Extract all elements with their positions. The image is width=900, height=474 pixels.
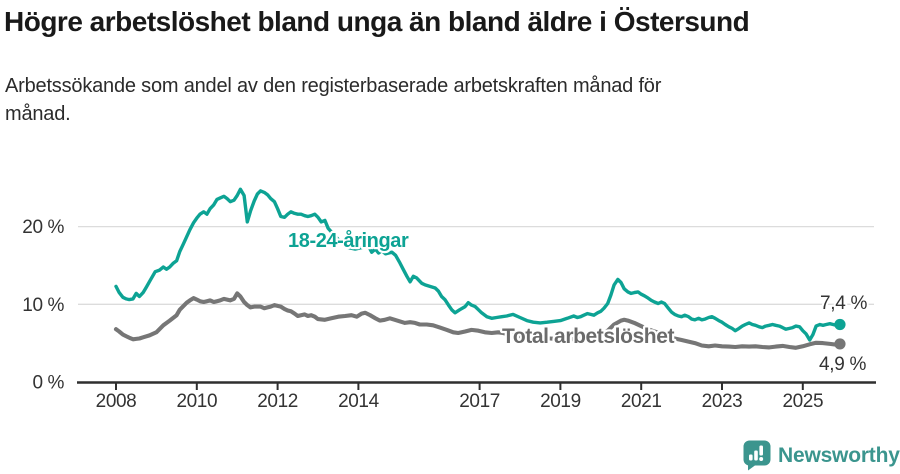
x-tick-label: 2025	[782, 391, 823, 412]
chart-subtitle-line2: månad.	[5, 103, 71, 125]
x-tick-label: 2017	[459, 391, 500, 412]
end-dots	[834, 318, 846, 350]
series-line-total	[113, 291, 843, 350]
x-tick-label: 2014	[338, 391, 380, 412]
x-tick-label: 2008	[96, 391, 137, 412]
y-tick-label: 0 %	[32, 373, 64, 394]
x-tick-label: 2012	[257, 391, 298, 412]
series-lines	[113, 187, 843, 350]
x-tick-label: 2019	[540, 391, 581, 412]
y-tick-label: 10 %	[22, 295, 64, 316]
brand-name: Newsworthy	[778, 443, 900, 467]
brand-footer[interactable]: Newsworthy	[743, 440, 900, 471]
x-axis: 2008 2010 2012 2014 2017 2019 2021 2023 2025	[77, 381, 876, 412]
y-tick-label: 20 %	[22, 217, 64, 238]
x-tick-label: 2021	[621, 391, 662, 412]
end-dot-total	[834, 338, 846, 350]
y-axis-labels: 0 % 10 % 20 %	[22, 217, 65, 394]
end-dot-youth	[834, 318, 846, 331]
series-label-youth: 18-24-åringar	[288, 229, 409, 252]
gridlines	[78, 225, 874, 305]
series-label-total: Total arbetslöshet	[502, 325, 675, 348]
x-tick-label: 2010	[176, 391, 217, 412]
x-tick-label: 2023	[702, 391, 743, 412]
end-value-label-youth: 7,4 %	[820, 293, 867, 314]
chart-subtitle-line1: Arbetssökande som andel av den registerb…	[5, 75, 662, 97]
end-value-label-total: 4,9 %	[819, 354, 866, 375]
newsworthy-logo-icon	[743, 440, 771, 471]
chart-subtitle: Arbetssökande som andel av den registerb…	[5, 72, 795, 128]
page-title: Högre arbetslöshet bland unga än bland ä…	[4, 6, 750, 37]
series-line-youth	[114, 187, 842, 342]
